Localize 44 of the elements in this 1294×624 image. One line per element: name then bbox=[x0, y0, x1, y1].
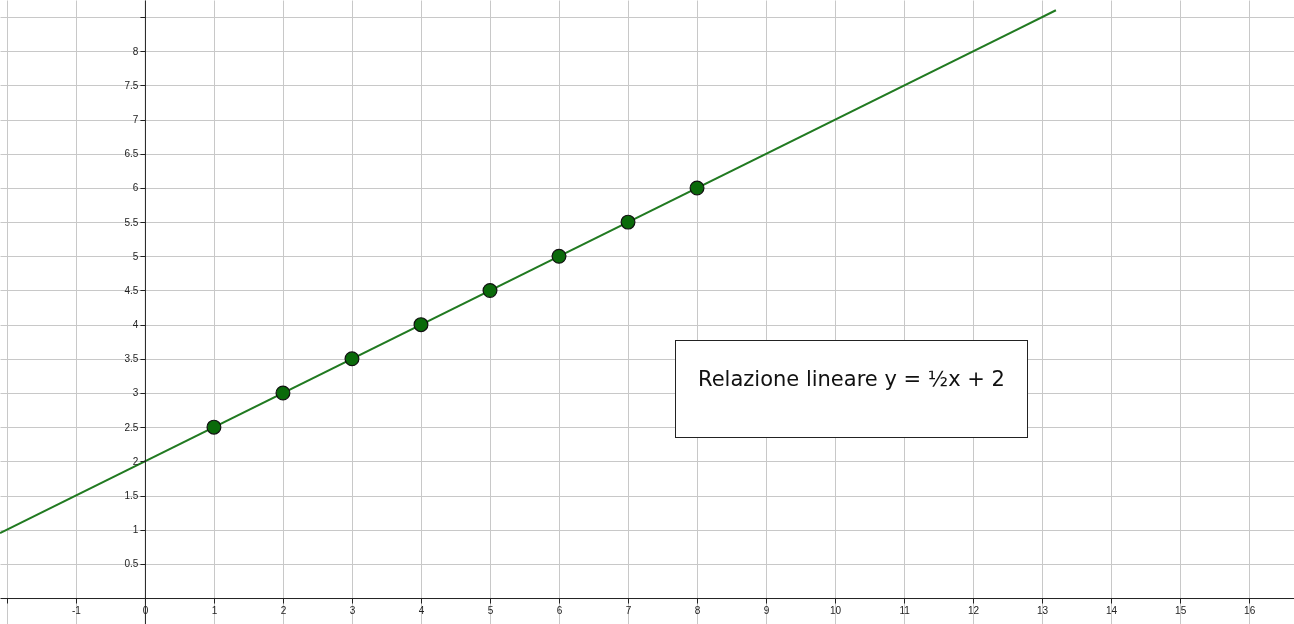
x-tick-label: 7 bbox=[625, 604, 632, 616]
y-tick-label: 4 bbox=[132, 319, 139, 331]
y-tick-label: 2 bbox=[132, 455, 139, 467]
x-tick-label: 13 bbox=[1037, 604, 1049, 616]
point bbox=[206, 419, 222, 435]
x-tick-label: 4 bbox=[418, 604, 425, 616]
text-box: Relazione lineare y = ½x + 2 bbox=[675, 340, 1028, 438]
y-tick-label: 2.5 bbox=[124, 421, 139, 433]
y-tick-label: 7 bbox=[132, 114, 139, 126]
y-tick-label: 5.5 bbox=[124, 216, 139, 228]
x-tick-label: 16 bbox=[1244, 604, 1256, 616]
y-tick-label: 5 bbox=[132, 250, 139, 262]
x-tick-label: 2 bbox=[280, 604, 287, 616]
x-tick-label: 6 bbox=[556, 604, 563, 616]
y-tick-label: 1 bbox=[132, 524, 139, 536]
x-tick-label: 14 bbox=[1106, 604, 1118, 616]
y-tick-label: 6.5 bbox=[124, 148, 139, 160]
y-tick-label: 6 bbox=[132, 182, 139, 194]
annotation: Relazione lineare y = ½x + 2 bbox=[698, 367, 1005, 391]
y-tick-label: 1.5 bbox=[124, 490, 139, 502]
point bbox=[689, 180, 705, 196]
x-tick-label: 8 bbox=[694, 604, 701, 616]
x-tick-label: 10 bbox=[830, 604, 842, 616]
point bbox=[413, 317, 429, 333]
y-tick-label: 7.5 bbox=[124, 79, 139, 91]
y-tick-label: 3 bbox=[132, 387, 139, 399]
point bbox=[620, 214, 636, 230]
x-tick-label: 11 bbox=[899, 604, 911, 616]
y-tick-label: 4.5 bbox=[124, 284, 139, 296]
point bbox=[482, 282, 498, 298]
point bbox=[275, 385, 291, 401]
x-tick-label: 15 bbox=[1175, 604, 1187, 616]
x-tick-label: 5 bbox=[487, 604, 494, 616]
point bbox=[551, 248, 567, 264]
x-tick-label: 0 bbox=[142, 604, 149, 616]
x-tick-label: -1 bbox=[71, 604, 82, 616]
x-tick-label: 9 bbox=[763, 604, 770, 616]
x-tick-label: 12 bbox=[968, 604, 980, 616]
point bbox=[344, 351, 360, 367]
x-tick-label: 1 bbox=[211, 604, 218, 616]
y-tick-label: 8 bbox=[132, 45, 139, 57]
y-tick-label: 3.5 bbox=[124, 353, 139, 365]
x-tick-label: 3 bbox=[349, 604, 356, 616]
y-tick-label: 0.5 bbox=[124, 558, 139, 570]
